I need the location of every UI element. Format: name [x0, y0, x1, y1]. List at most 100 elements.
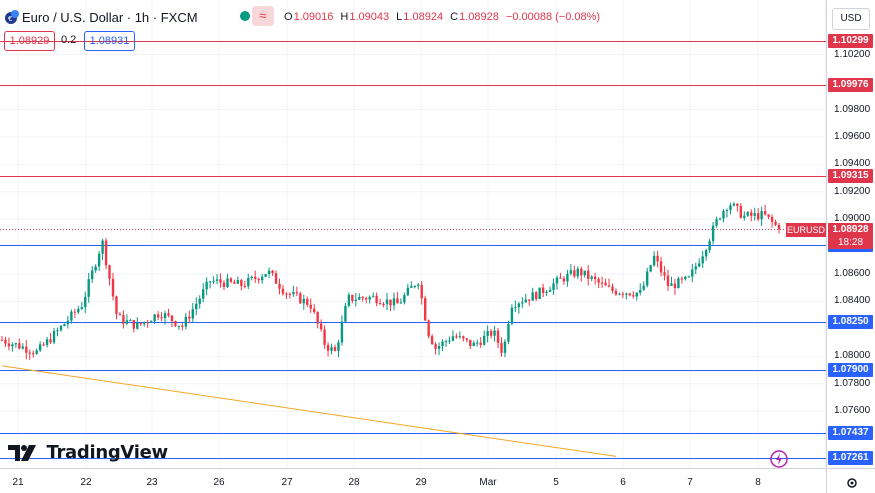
candle-body: [271, 270, 274, 274]
candle-body: [566, 273, 569, 282]
candle-body: [344, 305, 347, 322]
candle-body: [14, 343, 18, 345]
candle-body: [604, 282, 607, 286]
candle-body: [666, 275, 670, 286]
candle-body: [583, 270, 586, 276]
candle-body: [326, 344, 330, 351]
candle-body: [528, 299, 531, 301]
candle-body: [423, 298, 427, 321]
symbol-title[interactable]: Euro / U.S. Dollar · 1h · FXCM: [22, 10, 198, 25]
candle-body: [63, 324, 66, 326]
candle-body: [73, 311, 77, 313]
candle-body: [111, 278, 115, 297]
candle-body: [42, 344, 45, 346]
price-tick-label: 1.09200: [834, 185, 871, 197]
candle-body: [254, 276, 257, 279]
candle-body: [472, 342, 475, 346]
change-value: −0.00088 (−0.08%): [505, 11, 601, 23]
candle-body: [288, 293, 292, 295]
buy-price-button[interactable]: 1.08931: [84, 31, 135, 51]
candle-body: [545, 291, 548, 293]
candle-body: [70, 311, 73, 321]
price-tick-label: 1.09400: [834, 158, 871, 170]
candle-body: [448, 340, 451, 342]
candle-body: [469, 339, 472, 346]
candle-body: [177, 325, 181, 327]
candle-body: [462, 336, 465, 339]
lightning-icon[interactable]: [770, 450, 788, 468]
candle-body: [184, 316, 188, 327]
candle-body: [90, 270, 94, 280]
chart-header: € Euro / U.S. Dollar · 1h · FXCM ≈ O1.09…: [0, 0, 826, 34]
candle-body: [659, 261, 663, 273]
candle-body: [122, 315, 125, 324]
candle-body: [510, 307, 514, 324]
candle-body: [299, 293, 302, 304]
resistance-level-tag: 1.10299: [828, 34, 873, 48]
support-level-tag: 1.07437: [828, 426, 873, 440]
candle-body: [84, 296, 87, 308]
candle-body: [673, 283, 677, 289]
candle-body: [552, 283, 555, 291]
close-value: 1.08928: [459, 11, 499, 23]
bar-countdown: 18:28: [837, 237, 864, 248]
trend-line[interactable]: [1, 365, 617, 457]
candle-body: [32, 353, 35, 355]
candle-body: [28, 352, 31, 354]
time-tick-label: 28: [348, 477, 360, 488]
tradingview-mark-icon: [8, 444, 36, 461]
candle-body: [687, 276, 691, 278]
candle-body: [732, 203, 736, 206]
candle-body: [763, 211, 767, 215]
chart-settings-icon[interactable]: [845, 476, 859, 490]
sell-price-button[interactable]: 1.08929: [4, 31, 55, 51]
resistance-level-tag: 1.09976: [828, 78, 873, 92]
candle-body: [35, 350, 38, 354]
candle-body: [760, 211, 763, 220]
candle-body: [715, 219, 718, 226]
close-label: C: [450, 11, 459, 23]
candle-body: [406, 287, 410, 296]
candle-body: [174, 321, 177, 326]
candle-body: [593, 276, 597, 280]
currency-selector[interactable]: USD: [832, 8, 870, 30]
time-tick-label: 26: [213, 477, 225, 488]
candle-body: [201, 289, 205, 299]
candle-body: [222, 282, 226, 287]
time-tick-label: 5: [553, 477, 559, 488]
candle-body: [181, 325, 184, 327]
candle-body: [649, 265, 652, 272]
candle-body: [680, 278, 684, 280]
visibility-dot-icon[interactable]: [238, 9, 252, 23]
candle-body: [49, 339, 52, 343]
tradingview-logo[interactable]: TradingView: [8, 442, 168, 464]
candle-body: [521, 302, 524, 304]
candle-body: [361, 296, 364, 299]
candle-body: [555, 277, 559, 284]
candle-body: [708, 241, 711, 251]
time-tick-label: Mar: [479, 477, 497, 488]
candle-body: [316, 312, 319, 324]
candle-body: [691, 269, 694, 277]
candle-body: [458, 336, 462, 338]
candle-body: [143, 322, 146, 325]
candle-body: [274, 273, 278, 284]
symbol-price-tag: EURUSD: [786, 223, 826, 237]
candle-body: [115, 296, 118, 314]
spread-value: 0.2: [61, 34, 77, 46]
candle-body: [208, 281, 212, 283]
candle-body: [427, 320, 430, 337]
candle-body: [503, 341, 507, 353]
candle-body: [382, 304, 385, 306]
candle-body: [587, 270, 590, 279]
candle-body: [236, 279, 240, 284]
support-level-tag: 1.07900: [828, 363, 873, 377]
svg-text:€: €: [8, 15, 12, 23]
candle-body: [333, 347, 337, 351]
wave-icon[interactable]: ≈: [252, 6, 274, 26]
candle-body: [417, 284, 420, 287]
candle-body: [580, 268, 583, 276]
candle-body: [170, 315, 174, 322]
candle-body: [410, 286, 413, 288]
